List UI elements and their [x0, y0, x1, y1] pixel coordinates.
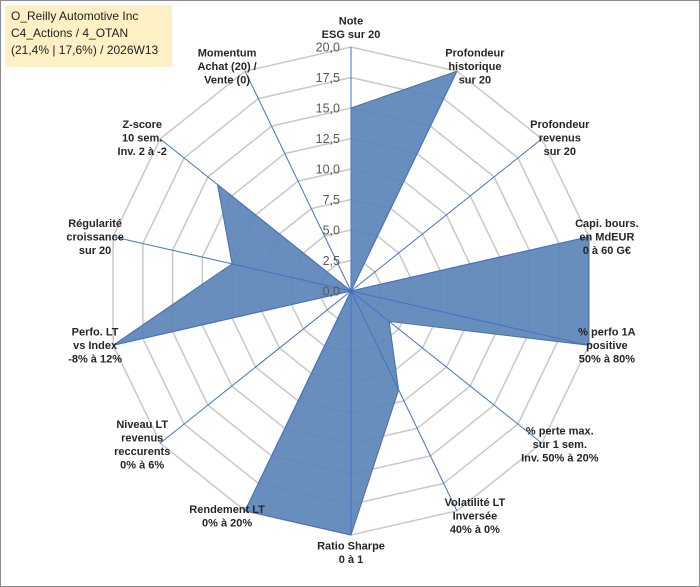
- axis-label: Ratio Sharpe 0 à 1: [317, 541, 385, 567]
- axis-label: Rendement LT 0% à 20%: [189, 504, 265, 530]
- title-line-2: C4_Actions / 4_OTAN: [11, 26, 129, 40]
- axis-label: Profondeur historique sur 20: [445, 47, 505, 86]
- axis-spoke: [350, 236, 590, 292]
- axis-spoke: [350, 138, 543, 292]
- tick-label: 7,5: [323, 193, 340, 207]
- axis-label: Profondeur revenus sur 20: [530, 119, 590, 158]
- axis-label: % perfo 1A positive 50% à 80%: [578, 327, 636, 366]
- axis-label: Régularité croissance sur 20: [66, 218, 123, 257]
- axis-spoke: [159, 138, 352, 292]
- axis-label: Niveau LT revenus reccurents 0% à 6%: [114, 419, 170, 472]
- axis-label: Momentum Achat (20) / Vente (0): [197, 47, 256, 86]
- title-line-3: (21,4% | 17,6%) / 2026W13: [11, 43, 159, 57]
- axis-label: Volatilité LT Inversée 40% à 0%: [445, 497, 506, 536]
- tick-label: 17,5: [316, 71, 340, 85]
- axis-label: Perfo. LT vs Index -8% à 12%: [68, 327, 122, 366]
- axis-spoke: [350, 290, 543, 444]
- tick-label: 10,0: [316, 163, 340, 177]
- axis-spoke: [112, 290, 352, 346]
- axis-spoke: [350, 290, 590, 346]
- tick-label: 15,0: [316, 102, 340, 116]
- axis-spoke: [244, 70, 352, 292]
- axis-label: Capi. bours. en MdEUR 0 à 60 G€: [575, 218, 639, 257]
- chart-title-box: O_Reilly Automotive Inc C4_Actions / 4_O…: [5, 5, 172, 67]
- axis-spoke: [159, 290, 352, 444]
- radar-tick-labels: 0,0 2,5 5,0 7,5 10,0 12,5 15,0 17,5 20,0: [316, 41, 340, 299]
- axis-spoke: [350, 70, 458, 292]
- axis-label: Note ESG sur 20: [322, 16, 381, 42]
- axis-label: % perte max. sur 1 sem. Inv. 50% à 20%: [521, 426, 599, 465]
- tick-label: 2,5: [323, 254, 340, 268]
- title-line-1: O_Reilly Automotive Inc: [11, 9, 139, 23]
- tick-label: 12,5: [316, 132, 340, 146]
- tick-label: 0,0: [323, 285, 340, 299]
- axis-spoke: [350, 290, 458, 512]
- radar-spokes: [112, 47, 590, 535]
- axis-label: Z-score 10 sem. Inv. 2 à -2: [118, 119, 167, 158]
- axis-spoke: [244, 290, 352, 512]
- tick-label: 20,0: [316, 41, 340, 55]
- tick-label: 5,0: [323, 224, 340, 238]
- radar-axis-labels: Note ESG sur 20 Profondeur historique sur 20…: [66, 16, 638, 567]
- axis-spoke: [112, 236, 352, 292]
